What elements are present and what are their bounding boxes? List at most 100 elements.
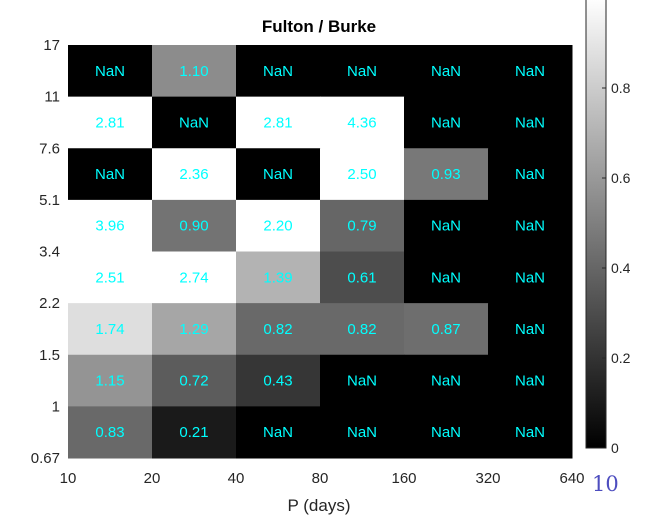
heatmap-cell bbox=[488, 251, 573, 304]
cell-value-label: 2.50 bbox=[347, 166, 376, 183]
cell-value-label: 0.93 bbox=[431, 166, 460, 183]
heatmap-cell bbox=[404, 148, 489, 201]
heatmap-cell bbox=[320, 251, 405, 304]
y-tick-label: 1 bbox=[52, 398, 60, 415]
cell-value-label: 2.36 bbox=[179, 166, 208, 183]
x-tick-label: 40 bbox=[228, 470, 245, 487]
cell-value-label: 2.81 bbox=[263, 114, 292, 131]
heatmap-cell bbox=[320, 148, 405, 201]
cell-value-label: 2.51 bbox=[95, 269, 124, 286]
cell-value-label: 0.72 bbox=[179, 373, 208, 390]
cell-value-label: 2.20 bbox=[263, 218, 292, 235]
cell-value-label: 1.74 bbox=[95, 321, 124, 338]
heatmap-cell bbox=[404, 406, 489, 459]
heatmap-cell bbox=[404, 45, 489, 98]
heatmap-cell bbox=[68, 96, 153, 149]
cell-value-label: NaN bbox=[179, 114, 209, 131]
cell-value-label: NaN bbox=[431, 373, 461, 390]
cell-value-label: NaN bbox=[515, 321, 545, 338]
cell-value-label: 0.43 bbox=[263, 373, 292, 390]
colorbar-tick-label: 0.2 bbox=[611, 350, 631, 366]
cell-value-label: NaN bbox=[515, 63, 545, 80]
heatmap-cell bbox=[68, 354, 153, 407]
cell-value-label: NaN bbox=[263, 424, 293, 441]
heatmap-cell bbox=[68, 45, 153, 98]
heatmap-cell bbox=[320, 354, 405, 407]
heatmap-cell bbox=[68, 199, 153, 253]
y-tick-label: 2.2 bbox=[39, 295, 60, 312]
cell-value-label: NaN bbox=[515, 114, 545, 131]
heatmap-cell bbox=[320, 199, 405, 253]
x-axis-label: P (days) bbox=[288, 496, 351, 515]
heatmap-cell bbox=[68, 148, 153, 201]
cell-value-label: NaN bbox=[431, 269, 461, 286]
cell-value-label: 0.21 bbox=[179, 424, 208, 441]
cell-value-label: NaN bbox=[431, 218, 461, 235]
cell-value-label: NaN bbox=[347, 63, 377, 80]
heatmap-cell bbox=[488, 148, 573, 201]
heatmap-cell bbox=[404, 199, 489, 253]
cell-value-label: 2.74 bbox=[179, 269, 208, 286]
cell-value-label: NaN bbox=[95, 166, 125, 183]
colorbar-tick-label: 0.4 bbox=[611, 260, 631, 276]
heatmap-cell bbox=[488, 354, 573, 407]
heatmap-cell bbox=[236, 406, 321, 459]
cell-value-label: NaN bbox=[95, 63, 125, 80]
x-tick-label: 160 bbox=[391, 470, 416, 487]
heatmap-cell bbox=[320, 406, 405, 459]
heatmap-cell bbox=[152, 199, 237, 253]
colorbar-tick-label: 0.6 bbox=[611, 170, 631, 186]
heatmap-cell bbox=[404, 96, 489, 149]
y-tick-label: 5.1 bbox=[39, 192, 60, 209]
cell-value-label: NaN bbox=[431, 424, 461, 441]
y-tick-label: 1.5 bbox=[39, 347, 60, 364]
heatmap-cell bbox=[488, 303, 573, 356]
cell-value-label: 0.87 bbox=[431, 321, 460, 338]
heatmap-cell bbox=[404, 303, 489, 356]
colorbar-tick-label: 0 bbox=[611, 440, 619, 456]
heatmap-cell bbox=[152, 96, 237, 149]
heatmap-cell bbox=[68, 251, 153, 304]
heatmap-cell bbox=[68, 406, 153, 459]
cell-value-label: NaN bbox=[347, 373, 377, 390]
cell-value-label: NaN bbox=[515, 218, 545, 235]
heatmap-cell bbox=[404, 251, 489, 304]
heatmap-cell bbox=[320, 96, 405, 149]
heatmap-cell bbox=[152, 303, 237, 356]
heatmap-cell bbox=[236, 45, 321, 98]
cell-value-label: 1.39 bbox=[263, 269, 292, 286]
heatmap-cell bbox=[236, 303, 321, 356]
y-tick-label: 7.6 bbox=[39, 140, 60, 157]
heatmap-cell bbox=[236, 199, 321, 253]
heatmap-cell bbox=[488, 199, 573, 253]
cell-value-label: 0.90 bbox=[179, 218, 208, 235]
cell-value-label: 1.15 bbox=[95, 373, 124, 390]
heatmap-cell-labels: NaN 1.10 NaN NaN NaN NaN 2.81 NaN 2.81 4.36 NaN NaN… bbox=[95, 63, 545, 441]
x-tick-label: 320 bbox=[475, 470, 500, 487]
chart-title: Fulton / Burke bbox=[262, 17, 376, 36]
cell-value-label: NaN bbox=[431, 114, 461, 131]
heatmap-cell bbox=[68, 303, 153, 356]
cell-value-label: 0.79 bbox=[347, 218, 376, 235]
heatmap-cell bbox=[320, 45, 405, 98]
cell-value-label: 3.96 bbox=[95, 218, 124, 235]
colorbar-ticks: 0 0.2 0.4 0.6 0.8 bbox=[602, 80, 631, 456]
cell-value-label: 0.82 bbox=[263, 321, 292, 338]
heatmap-cell bbox=[152, 45, 237, 98]
cell-value-label: 0.61 bbox=[347, 269, 376, 286]
cell-value-label: NaN bbox=[515, 269, 545, 286]
heatmap-cell bbox=[152, 354, 237, 407]
cell-value-label: 0.82 bbox=[347, 321, 376, 338]
cell-value-label: 4.36 bbox=[347, 114, 376, 131]
heatmap-cell bbox=[488, 45, 573, 98]
x-tick-label: 10 bbox=[60, 470, 77, 487]
cell-value-label: 1.10 bbox=[179, 63, 208, 80]
x-tick-label: 640 bbox=[559, 470, 584, 487]
heatmap-cell bbox=[152, 148, 237, 201]
y-tick-label: 17 bbox=[43, 37, 60, 54]
heatmap-cell bbox=[152, 406, 237, 459]
cell-value-label: NaN bbox=[515, 424, 545, 441]
x-tick-label: 80 bbox=[312, 470, 329, 487]
cell-value-label: NaN bbox=[347, 424, 377, 441]
